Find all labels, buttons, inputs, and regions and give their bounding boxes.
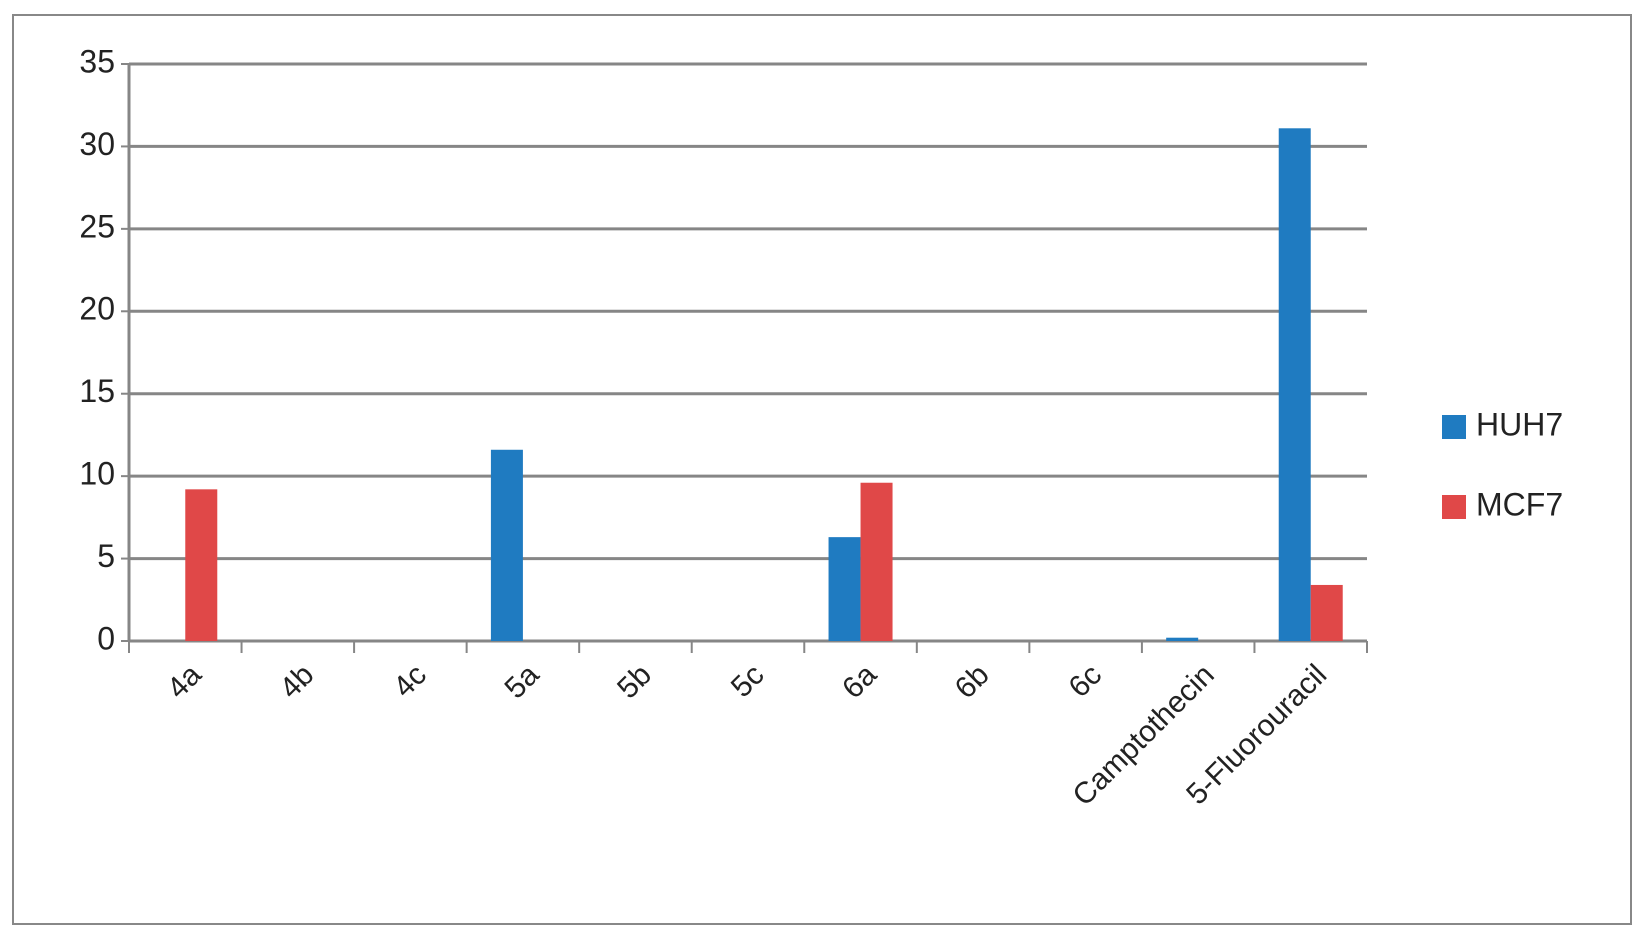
chart-border (12, 14, 1632, 925)
y-tick-label: 10 (79, 456, 115, 492)
bar (185, 489, 218, 641)
legend-label: MCF7 (1476, 486, 1563, 522)
bar (1278, 128, 1311, 641)
bar (828, 537, 861, 641)
y-tick-label: 5 (97, 538, 115, 574)
y-tick-label: 30 (79, 126, 115, 162)
y-tick-label: 35 (79, 43, 115, 79)
bar (1166, 637, 1199, 641)
y-tick-label: 25 (79, 208, 115, 244)
legend-swatch (1442, 415, 1466, 439)
bar (490, 449, 523, 641)
legend-swatch (1442, 495, 1466, 519)
legend-label: HUH7 (1476, 406, 1563, 442)
bar (1310, 584, 1343, 641)
y-tick-label: 15 (79, 373, 115, 409)
y-tick-label: 0 (97, 620, 115, 656)
bar (860, 482, 893, 641)
y-tick-label: 20 (79, 291, 115, 327)
